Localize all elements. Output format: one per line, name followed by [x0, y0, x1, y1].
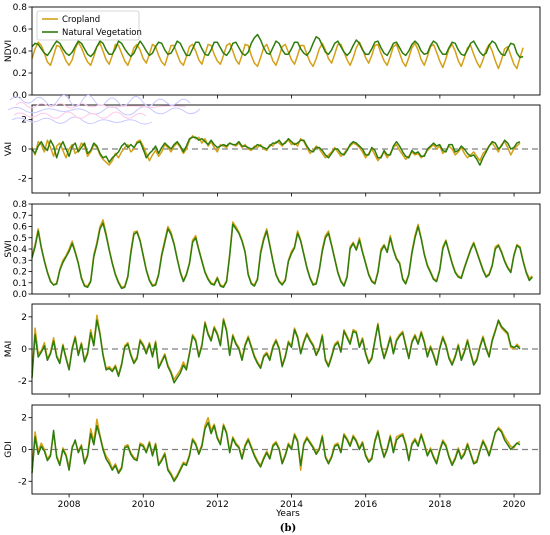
legend-label-natural-vegetation: Natural Vegetation	[62, 28, 142, 38]
figure-caption: (b)	[280, 523, 296, 534]
series-line-mai-natural-vegetation	[31, 319, 521, 384]
legend-box	[36, 10, 140, 41]
legend: Cropland Natural Vegetation	[36, 10, 142, 41]
y-tick-label: -2	[18, 477, 27, 487]
y-axis-label-swi: SWI	[4, 240, 14, 257]
x-axis-label: Years	[275, 509, 300, 519]
y-tick-label: 0	[21, 345, 27, 355]
panel-gdi: -2 0 2 2008 2010 2012 2014 2016 2018 2020 GDI	[4, 404, 541, 510]
y-tick-label: 2	[21, 313, 27, 323]
series-line-ndvi-natural-vegetation	[31, 33, 524, 59]
panel-swi: 0.00.10.2 0.30.40.50.6 0.70.8 SWI	[4, 200, 541, 300]
y-tick-label: 0.7	[13, 211, 27, 221]
y-axis-label-gdi: GDI	[4, 441, 14, 458]
y-axis-label-vai: VAI	[4, 142, 14, 156]
y-tick-label: -2	[18, 377, 27, 387]
y-axis-label-mai: MAI	[4, 341, 14, 358]
series-line-ndvi-cropland	[31, 41, 524, 70]
x-tick-label: 2018	[428, 500, 451, 510]
legend-label-cropland: Cropland	[62, 15, 100, 25]
y-tick-label: 0.8	[13, 200, 28, 210]
panel-vai: -2 0 2 VAI	[4, 104, 541, 197]
x-tick-label: 2010	[132, 500, 155, 510]
panel-mai: -2 0 2 MAI	[4, 303, 541, 398]
x-tick-label: 2020	[503, 500, 526, 510]
y-tick-label: 0.2	[13, 268, 27, 278]
y-tick-label: 0.6	[13, 25, 28, 35]
y-tick-label: 0.3	[13, 256, 27, 266]
y-tick-label: 0.6	[13, 223, 28, 233]
y-tick-label: 2	[21, 414, 27, 424]
series-line-vai-natural-vegetation	[31, 136, 521, 166]
series-line-swi-natural-vegetation	[31, 222, 533, 290]
y-tick-label: 0.8	[13, 3, 28, 13]
y-tick-label: 0.4	[13, 47, 28, 57]
series-line-swi-cropland	[31, 219, 533, 289]
x-tick-label: 2014	[280, 500, 303, 510]
y-tick-label: -2	[18, 174, 27, 184]
panels: 0.00.20.40.60.8NDVI-202VAI0.00.10.20.30.…	[4, 3, 541, 510]
x-tick-label: 2008	[58, 500, 81, 510]
y-tick-label: 0	[21, 145, 27, 155]
series-line-vai-cropland	[31, 135, 521, 166]
y-tick-label: 0	[21, 446, 27, 456]
series-line-gdi-natural-vegetation	[31, 421, 521, 483]
y-tick-label: 0.2	[13, 69, 27, 79]
y-tick-label: 0.0	[13, 290, 28, 300]
y-tick-label: 2	[21, 116, 27, 126]
y-tick-label: 0.4	[13, 245, 28, 255]
y-tick-label: 0.0	[13, 91, 28, 101]
x-tick-label: 2012	[206, 500, 229, 510]
y-tick-label: 0.1	[13, 279, 27, 289]
x-tick-label: 2016	[354, 500, 377, 510]
y-axis-label-ndvi: NDVI	[4, 40, 14, 62]
y-tick-label: 0.5	[13, 234, 27, 244]
